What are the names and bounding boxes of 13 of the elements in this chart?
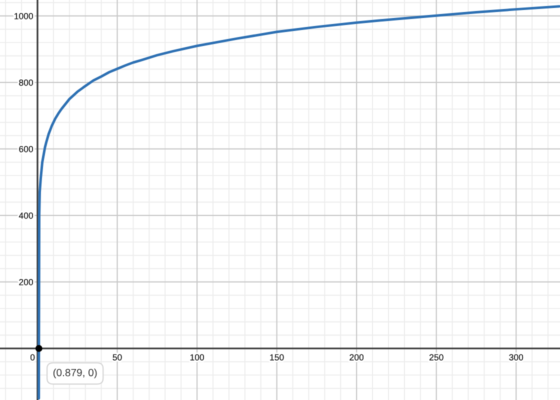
x-tick-label: 150 (270, 354, 284, 360)
y-tick-label: 1000 (14, 13, 33, 20)
x-tick-label: 50 (112, 354, 122, 360)
y-tick-label: 200 (19, 279, 33, 286)
y-tick-label: 400 (18, 212, 33, 219)
y-tick-label: 800 (19, 80, 33, 86)
x-tick-label: 250 (429, 354, 444, 360)
x-tick-label: 100 (190, 354, 204, 360)
x-tick-label: 300 (509, 354, 524, 360)
y-tick-label: 600 (19, 146, 33, 152)
x-tick-label: 200 (350, 354, 364, 360)
annotation: (0.879, 0) (53, 368, 97, 378)
x-tick-label: 0 (30, 354, 35, 360)
